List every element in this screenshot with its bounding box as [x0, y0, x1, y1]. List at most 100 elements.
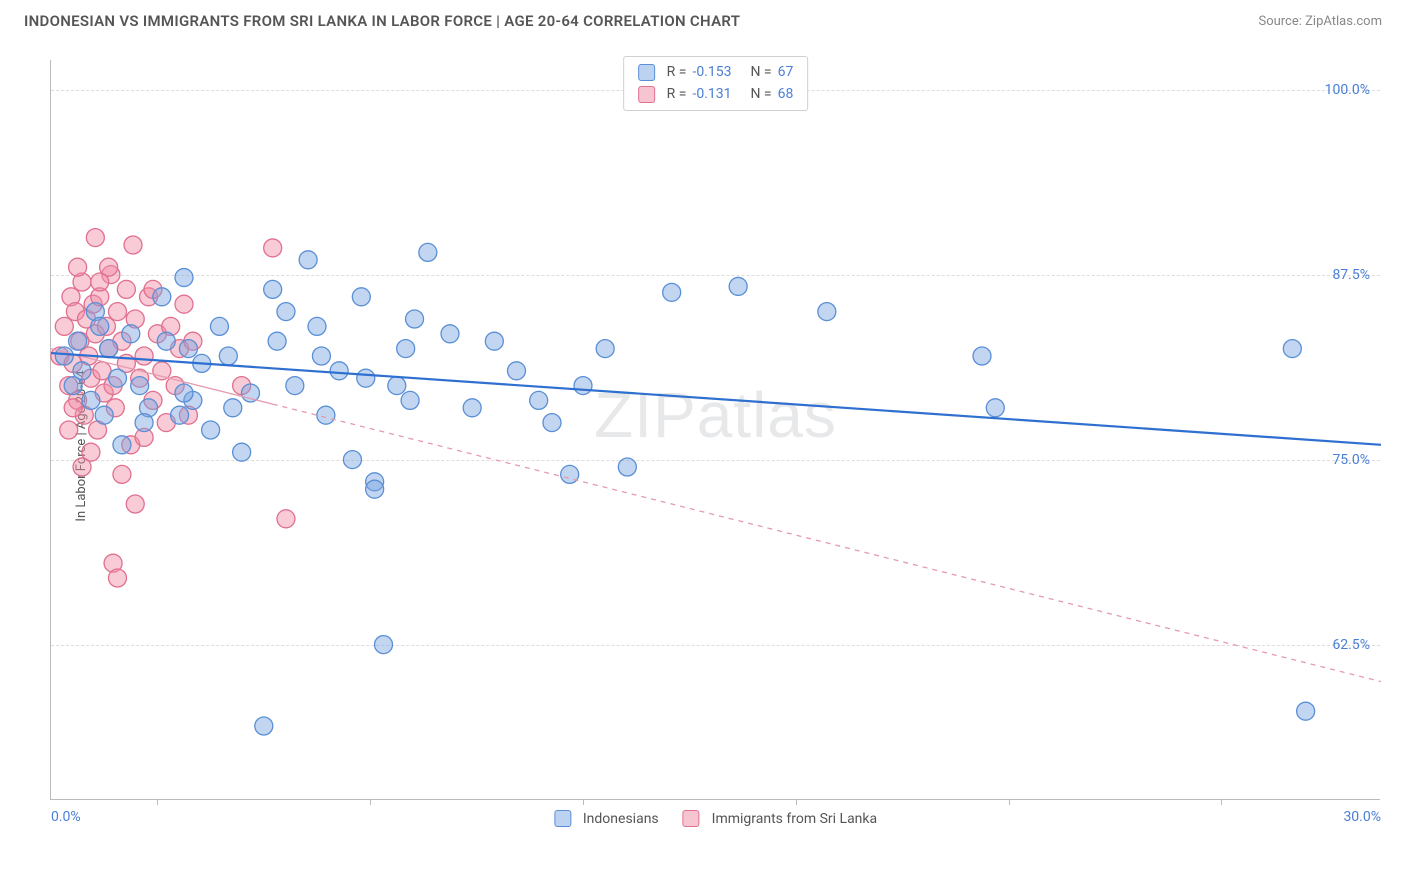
scatter-point [277, 510, 295, 528]
scatter-point [60, 421, 78, 439]
legend-bottom: Indonesians Immigrants from Sri Lanka [554, 810, 877, 827]
stats-row: R = -0.131 N = 68 [638, 83, 794, 105]
scatter-point [126, 495, 144, 513]
scatter-point [317, 406, 335, 424]
r-label: R = [667, 83, 687, 105]
scatter-point [135, 414, 153, 432]
scatter-point [109, 303, 127, 321]
scatter-point [202, 421, 220, 439]
r-value: -0.131 [692, 83, 731, 105]
scatter-point [153, 288, 171, 306]
scatter-point [73, 458, 91, 476]
n-value: 68 [778, 83, 794, 105]
scatter-point [312, 347, 330, 365]
legend-item-sri-lanka: Immigrants from Sri Lanka [683, 810, 877, 827]
chart-source: Source: ZipAtlas.com [1258, 14, 1382, 29]
scatter-point [508, 362, 526, 380]
scatter-point [179, 340, 197, 358]
scatter-point [330, 362, 348, 380]
scatter-point [224, 399, 242, 417]
scatter-point [100, 340, 118, 358]
scatter-point [264, 280, 282, 298]
scatter-point [64, 399, 82, 417]
scatter-point [113, 465, 131, 483]
scatter-point [352, 288, 370, 306]
legend-item-indonesians: Indonesians [554, 810, 659, 827]
scatter-point [1297, 702, 1315, 720]
scatter-point [171, 406, 189, 424]
scatter-point [375, 636, 393, 654]
scatter-point [357, 369, 375, 387]
scatter-point [574, 377, 592, 395]
scatter-point [73, 362, 91, 380]
scatter-point [86, 229, 104, 247]
scatter-point [1283, 340, 1301, 358]
scatter-point [463, 399, 481, 417]
scatter-point [242, 384, 260, 402]
x-tick [583, 799, 584, 805]
scatter-point [973, 347, 991, 365]
scatter-point [153, 362, 171, 380]
scatter-point [124, 236, 142, 254]
scatter-plot-svg [51, 60, 1380, 799]
scatter-point [277, 303, 295, 321]
scatter-point [618, 458, 636, 476]
scatter-point [219, 347, 237, 365]
scatter-point [986, 399, 1004, 417]
n-label: N = [750, 61, 771, 83]
n-label: N = [750, 83, 771, 105]
scatter-point [91, 317, 109, 335]
x-tick [157, 799, 158, 805]
trendline-dashed [273, 404, 1381, 681]
scatter-point [818, 303, 836, 321]
scatter-point [69, 332, 87, 350]
swatch-blue-icon [638, 64, 655, 81]
stats-row: R = -0.153 N = 67 [638, 61, 794, 83]
scatter-point [388, 377, 406, 395]
x-tick [1221, 799, 1222, 805]
scatter-point [485, 332, 503, 350]
scatter-point [308, 317, 326, 335]
scatter-point [543, 414, 561, 432]
scatter-point [131, 377, 149, 395]
swatch-blue-icon [554, 810, 571, 827]
scatter-point [55, 317, 73, 335]
r-label: R = [667, 61, 687, 83]
r-value: -0.153 [692, 61, 731, 83]
scatter-point [113, 436, 131, 454]
scatter-point [82, 391, 100, 409]
scatter-point [663, 283, 681, 301]
scatter-point [530, 391, 548, 409]
scatter-point [109, 369, 127, 387]
scatter-point [406, 310, 424, 328]
scatter-point [366, 480, 384, 498]
x-tick [370, 799, 371, 805]
scatter-point [233, 443, 251, 461]
x-tick-label: 30.0% [1343, 809, 1381, 825]
scatter-point [397, 340, 415, 358]
chart-title: INDONESIAN VS IMMIGRANTS FROM SRI LANKA … [24, 12, 740, 30]
correlation-stats-box: R = -0.153 N = 67 R = -0.131 N = 68 [623, 56, 809, 111]
swatch-pink-icon [683, 810, 700, 827]
scatter-point [343, 451, 361, 469]
x-tick-label: 0.0% [51, 809, 81, 825]
legend-label: Indonesians [583, 811, 659, 827]
scatter-point [91, 273, 109, 291]
scatter-point [109, 569, 127, 587]
scatter-point [157, 332, 175, 350]
scatter-point [135, 347, 153, 365]
scatter-point [95, 406, 113, 424]
scatter-point [419, 243, 437, 261]
scatter-point [401, 391, 419, 409]
scatter-point [210, 317, 228, 335]
scatter-point [441, 325, 459, 343]
scatter-point [729, 277, 747, 295]
chart-plot-area: ZIPatlas R = -0.153 N = 67 R = -0.131 N … [50, 60, 1380, 800]
swatch-pink-icon [638, 86, 655, 103]
scatter-point [117, 280, 135, 298]
scatter-point [596, 340, 614, 358]
n-value: 67 [778, 61, 794, 83]
scatter-point [175, 295, 193, 313]
legend-label: Immigrants from Sri Lanka [712, 811, 877, 827]
scatter-point [175, 384, 193, 402]
